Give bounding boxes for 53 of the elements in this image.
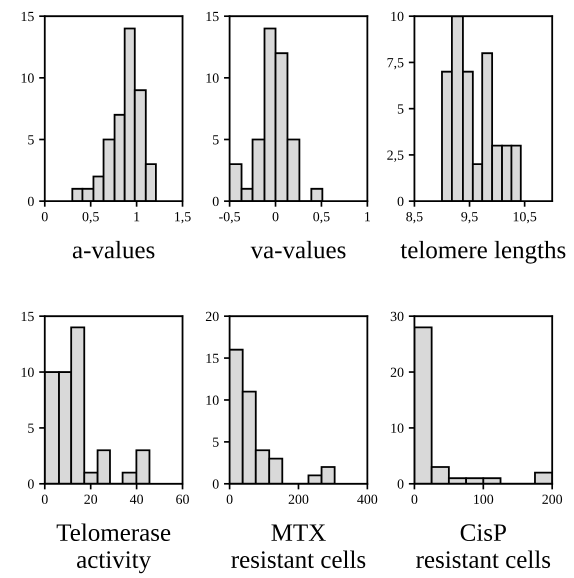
y-tick-label: 10 bbox=[22, 73, 34, 83]
x-tick-label: 0 bbox=[411, 494, 418, 504]
y-tick-label: 0 bbox=[28, 196, 34, 206]
x-axis-title: telomere lengths bbox=[400, 240, 566, 264]
y-tick-label: 15 bbox=[22, 312, 34, 322]
y-tick-label: 0 bbox=[212, 196, 219, 206]
x-tick-label: -0,5 bbox=[219, 212, 240, 224]
y-tick-label: 5 bbox=[28, 424, 34, 433]
x-axis-title: CisP resistant cells bbox=[416, 524, 550, 568]
x-tick-label: 40 bbox=[130, 494, 144, 504]
x-tick-label: 8,5 bbox=[406, 212, 423, 224]
y-tick-label: 20 bbox=[390, 368, 404, 377]
y-tick-label: 0 bbox=[212, 479, 219, 489]
y-tick-label: 15 bbox=[206, 354, 219, 364]
x-tick-label: 0 bbox=[226, 494, 233, 504]
x-tick-label: 100 bbox=[474, 494, 494, 504]
y-tick-label: 7,5 bbox=[388, 58, 404, 70]
y-tick-label: 10 bbox=[206, 73, 219, 83]
x-axis-title: a-values bbox=[72, 240, 154, 258]
y-tick-label: 10 bbox=[206, 396, 219, 405]
x-axis-title: va-values bbox=[250, 240, 346, 258]
x-tick-label: 1 bbox=[134, 212, 140, 222]
y-tick-label: 15 bbox=[22, 12, 34, 22]
y-tick-label: 5 bbox=[28, 135, 34, 144]
y-tick-label: 5 bbox=[213, 438, 219, 447]
x-tick-label: 20 bbox=[84, 494, 98, 504]
y-tick-label: 0 bbox=[398, 479, 404, 489]
x-tick-label: 0,5 bbox=[313, 212, 330, 224]
x-axis-title: MTX resistant cells bbox=[231, 524, 366, 568]
x-tick-label: 1 bbox=[365, 212, 370, 222]
y-tick-label: 10 bbox=[391, 423, 404, 433]
x-tick-label: 10,5 bbox=[514, 212, 536, 224]
y-tick-label: 5 bbox=[213, 135, 219, 144]
y-tick-label: 0 bbox=[398, 196, 404, 206]
y-tick-label: 10 bbox=[391, 12, 404, 22]
x-tick-label: 0,5 bbox=[82, 212, 99, 224]
x-tick-label: 0 bbox=[42, 494, 48, 504]
x-tick-label: 200 bbox=[542, 494, 562, 504]
y-tick-label: 5 bbox=[398, 104, 404, 114]
x-tick-label: 0 bbox=[42, 212, 48, 222]
y-tick-label: 10 bbox=[22, 368, 34, 377]
y-tick-label: 0 bbox=[28, 479, 34, 489]
x-tick-label: 1,5 bbox=[175, 212, 191, 224]
y-tick-label: 30 bbox=[390, 312, 404, 322]
x-tick-label: 400 bbox=[357, 494, 378, 504]
x-axis-title: Telomerase activity bbox=[56, 523, 170, 574]
y-tick-label: 20 bbox=[206, 312, 219, 322]
y-tick-label: 2,5 bbox=[387, 150, 404, 162]
y-tick-label: 15 bbox=[206, 12, 219, 22]
x-tick-label: 60 bbox=[176, 494, 189, 504]
x-tick-label: 9,5 bbox=[461, 212, 478, 224]
x-tick-label: 200 bbox=[288, 494, 308, 504]
x-tick-label: 0 bbox=[272, 212, 278, 222]
